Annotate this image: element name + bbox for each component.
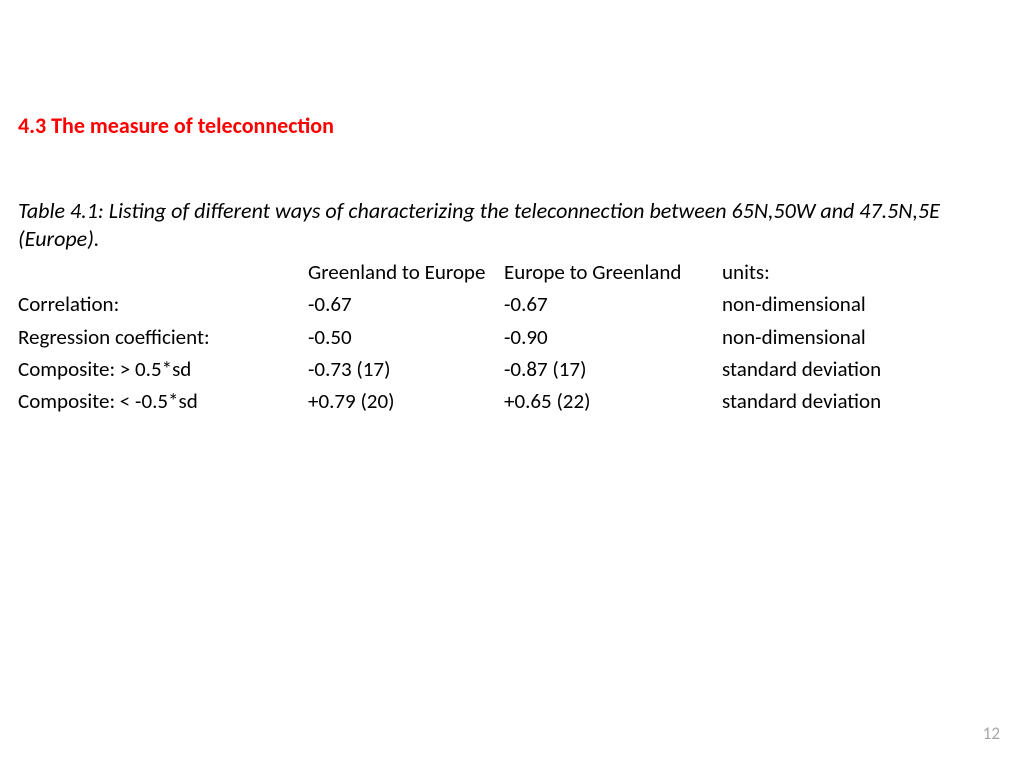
row-col2: -0.87 (17) (504, 353, 722, 385)
page-number: 12 (983, 723, 1000, 744)
table-caption: Table 4.1: Listing of different ways of … (18, 197, 998, 252)
row-label: Regression coefficient: (18, 321, 308, 353)
row-col3: non-dimensional (722, 321, 992, 353)
row-col2: -0.67 (504, 288, 722, 320)
section-heading: 4.3 The measure of teleconnection (18, 112, 334, 139)
header-blank (18, 256, 308, 288)
row-col3: standard deviation (722, 385, 992, 417)
row-col2: +0.65 (22) (504, 385, 722, 417)
row-col3: non-dimensional (722, 288, 992, 320)
row-label: Composite: > 0.5*sd (18, 353, 308, 385)
header-col1: Greenland to Europe (308, 256, 504, 288)
teleconnection-table: Greenland to Europe Europe to Greenland … (18, 256, 992, 418)
row-label: Composite: < -0.5*sd (18, 385, 308, 417)
row-col1: +0.79 (20) (308, 385, 504, 417)
row-label: Correlation: (18, 288, 308, 320)
header-col2: Europe to Greenland (504, 256, 722, 288)
table-row: Composite: > 0.5*sd -0.73 (17) -0.87 (17… (18, 353, 992, 385)
row-col2: -0.90 (504, 321, 722, 353)
header-col3: units: (722, 256, 992, 288)
row-col1: -0.73 (17) (308, 353, 504, 385)
row-col1: -0.67 (308, 288, 504, 320)
table-header-row: Greenland to Europe Europe to Greenland … (18, 256, 992, 288)
table-row: Regression coefficient: -0.50 -0.90 non-… (18, 321, 992, 353)
table-row: Correlation: -0.67 -0.67 non-dimensional (18, 288, 992, 320)
row-col1: -0.50 (308, 321, 504, 353)
row-col3: standard deviation (722, 353, 992, 385)
table-row: Composite: < -0.5*sd +0.79 (20) +0.65 (2… (18, 385, 992, 417)
